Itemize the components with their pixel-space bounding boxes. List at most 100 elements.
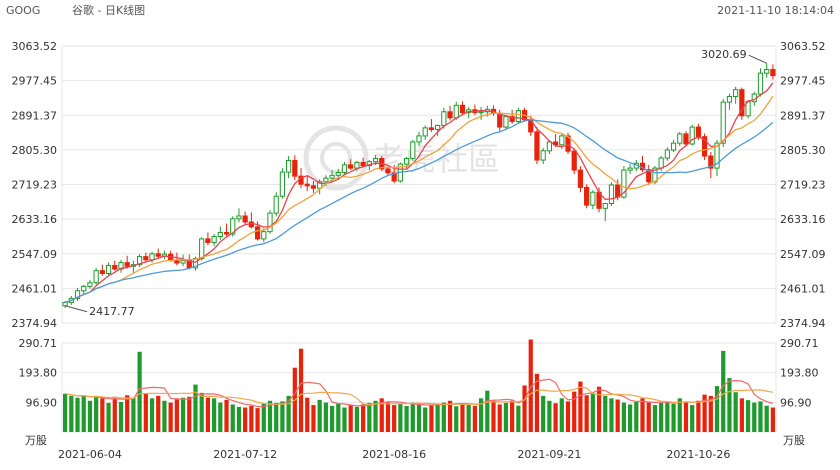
- volume-bar: [112, 396, 117, 432]
- volume-bar: [429, 405, 434, 432]
- candle-body: [764, 69, 770, 74]
- candle-body: [708, 155, 714, 169]
- volume-bar: [329, 405, 335, 432]
- volume-tick-label-right: 193.80: [780, 367, 819, 380]
- volume-unit-right: 万股: [783, 434, 805, 447]
- moving-average-lines: [64, 82, 774, 304]
- price-tick-label-right: 3063.52: [780, 40, 826, 53]
- volume-bar: [137, 351, 142, 432]
- volume-bar: [466, 405, 471, 432]
- volume-bar: [565, 401, 571, 432]
- volume-bar: [224, 399, 229, 432]
- volume-bar: [205, 397, 211, 432]
- candle-body: [174, 260, 180, 264]
- volume-bar: [553, 403, 558, 432]
- volume-bar: [410, 402, 415, 432]
- timestamp-label: 2021-11-10 18:14:04: [717, 4, 834, 17]
- candle-body: [391, 172, 397, 182]
- volume-bar: [305, 397, 310, 432]
- volume-bar: [491, 400, 496, 432]
- volume-ma10-line: [64, 386, 774, 406]
- candle-body: [770, 69, 776, 77]
- volume-bar: [168, 402, 173, 432]
- candle-body: [136, 256, 143, 266]
- candle-body: [441, 111, 447, 126]
- volume-bar: [100, 398, 105, 432]
- chart-name-label: 谷歌 - 日K线图: [72, 3, 145, 17]
- volume-bar: [385, 402, 391, 432]
- candle-body: [602, 202, 608, 209]
- price-tick-label-left: 2374.94: [12, 317, 58, 330]
- volume-ma-lines: [64, 378, 774, 408]
- volume-bar: [441, 402, 446, 432]
- volume-bar: [485, 390, 490, 432]
- candle-body: [410, 141, 416, 159]
- candle-body: [658, 157, 664, 169]
- volume-bar: [212, 398, 217, 432]
- volume-bar: [317, 399, 322, 432]
- volume-bar: [106, 402, 111, 432]
- candle-body: [199, 238, 205, 260]
- volume-bar: [336, 403, 341, 432]
- volume-bar: [671, 403, 676, 432]
- candle-body: [223, 231, 230, 235]
- volume-bar: [416, 404, 422, 432]
- candle-body: [584, 186, 590, 206]
- volume-bar: [69, 395, 74, 432]
- volume-bar: [745, 400, 751, 432]
- candle-body: [112, 264, 118, 270]
- volume-bar: [702, 394, 707, 432]
- price-y-axis: 3063.52 3063.52 2977.45 2977.45 2891.37 2891.…: [12, 40, 826, 330]
- volume-bar: [373, 400, 378, 432]
- price-tick-label-right: 2374.94: [780, 317, 826, 330]
- candle-body: [689, 126, 695, 145]
- x-tick-label: 2021-06-04: [58, 448, 122, 461]
- price-tick-label-left: 2977.45: [12, 75, 58, 88]
- candle-body: [621, 169, 627, 198]
- volume-bar: [714, 386, 720, 432]
- candle-body: [503, 116, 509, 128]
- volume-bar: [478, 398, 484, 432]
- volume-tick-label-left: 290.71: [19, 337, 58, 350]
- candle-body: [608, 184, 615, 204]
- volume-bar: [149, 398, 155, 432]
- volume-bar: [423, 407, 428, 432]
- candle-body: [590, 191, 596, 206]
- candle-body: [515, 110, 521, 122]
- volume-bar: [94, 395, 99, 432]
- volume-bar: [174, 398, 179, 432]
- volume-bar: [727, 378, 732, 432]
- price-tick-label-left: 3063.52: [12, 40, 58, 53]
- low-annotation-label: 2417.77: [89, 305, 134, 318]
- candle-body: [627, 167, 633, 171]
- volume-bar: [758, 401, 763, 432]
- volume-bar: [187, 396, 192, 432]
- x-tick-label: 2021-08-16: [362, 448, 426, 461]
- volume-bar: [342, 407, 347, 432]
- candle-body: [267, 212, 273, 233]
- price-tick-label-left: 2719.23: [12, 179, 58, 192]
- volume-bar: [659, 402, 664, 432]
- candle-body: [447, 111, 453, 119]
- volume-tick-label-right: 96.90: [780, 396, 812, 409]
- volume-bar: [435, 403, 440, 432]
- volume-bar: [87, 400, 93, 432]
- ma20-line: [64, 118, 774, 304]
- candle-body: [385, 168, 391, 174]
- ma10-line: [64, 95, 774, 304]
- candle-body: [329, 174, 335, 179]
- x-tick-label: 2021-09-21: [517, 448, 581, 461]
- candle-body: [335, 172, 341, 176]
- candle-body: [286, 159, 292, 173]
- candle-body: [143, 256, 149, 261]
- volume-bar: [677, 398, 682, 432]
- volume-y-axis: 290.71 290.71 193.80 193.80 96.90 96.90: [19, 337, 819, 409]
- volume-bar: [578, 381, 583, 432]
- candle-body: [310, 185, 317, 189]
- candle-body: [695, 126, 702, 138]
- volume-bar: [236, 406, 242, 432]
- price-tick-label-left: 2547.09: [12, 248, 58, 261]
- watermark-text: 老虎社區: [372, 140, 500, 178]
- volume-bar: [162, 400, 167, 432]
- volume-bar: [621, 402, 626, 432]
